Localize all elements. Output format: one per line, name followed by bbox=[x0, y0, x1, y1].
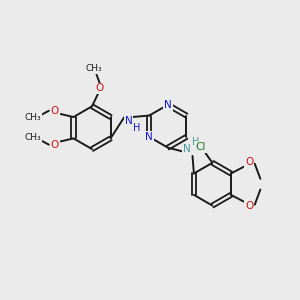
Text: O: O bbox=[245, 157, 253, 167]
Text: O: O bbox=[51, 106, 59, 116]
Text: N: N bbox=[124, 116, 132, 126]
Text: N: N bbox=[164, 100, 172, 110]
Text: CH₃: CH₃ bbox=[25, 133, 41, 142]
Text: CH₃: CH₃ bbox=[25, 113, 41, 122]
Text: O: O bbox=[245, 201, 253, 211]
Text: H: H bbox=[192, 137, 199, 147]
Text: CH₃: CH₃ bbox=[86, 64, 102, 73]
Text: N: N bbox=[183, 144, 191, 154]
Text: O: O bbox=[95, 83, 104, 94]
Text: H: H bbox=[133, 123, 140, 133]
Text: N: N bbox=[146, 132, 153, 142]
Text: O: O bbox=[51, 140, 59, 150]
Text: Cl: Cl bbox=[195, 142, 206, 152]
